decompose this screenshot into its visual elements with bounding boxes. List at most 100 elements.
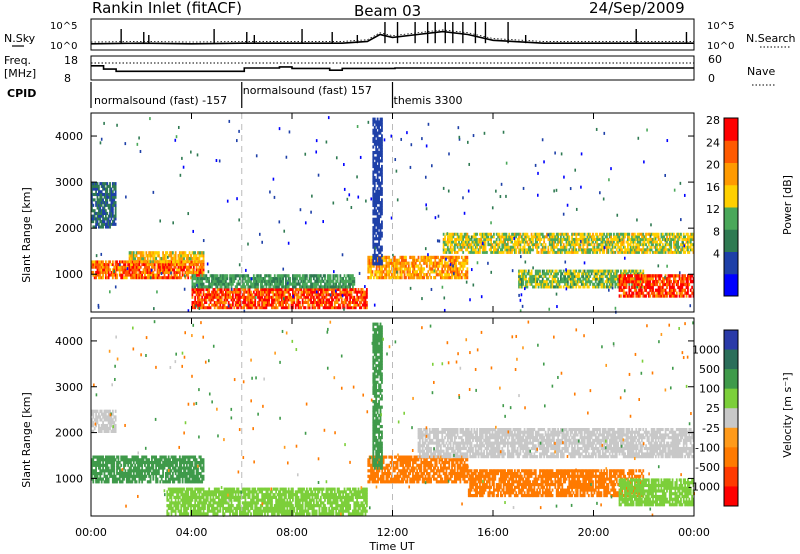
heat-cell	[687, 235, 689, 239]
heat-scatter	[300, 276, 302, 280]
heat-cell	[180, 276, 183, 280]
heat-cell	[582, 243, 585, 247]
heat-cell	[466, 240, 469, 244]
heat-cell	[329, 295, 332, 299]
heat-cell	[657, 250, 660, 254]
heat-cell	[315, 279, 318, 283]
heat-cell	[103, 220, 106, 224]
heat-cell	[96, 195, 99, 199]
heat-scatter	[495, 189, 497, 193]
heat-cell	[647, 237, 650, 241]
heat-cell	[201, 288, 204, 292]
heat-cell	[103, 211, 106, 216]
heat-cell	[515, 248, 518, 252]
heat-cell	[342, 282, 345, 286]
heat-cell	[349, 301, 352, 304]
heat-cell	[561, 272, 564, 276]
heat-cell	[393, 258, 396, 262]
heat-cell	[379, 117, 382, 121]
heat-cell	[399, 255, 402, 260]
heat-cell	[444, 240, 446, 244]
heat-cell	[472, 245, 474, 249]
heat-cell	[324, 276, 326, 281]
heat-cell	[331, 301, 333, 304]
heat-cell	[386, 264, 389, 268]
heat-cell	[225, 285, 227, 289]
heat-scatter	[198, 306, 201, 310]
heat-cell	[183, 256, 185, 261]
heat-cell	[166, 263, 169, 267]
heat-cell	[565, 243, 568, 247]
heat-cell	[379, 206, 382, 210]
heat-cell	[238, 282, 241, 286]
heat-cell	[599, 248, 601, 252]
heat-cell	[622, 274, 625, 278]
heat-cell	[110, 217, 113, 221]
heat-cell	[97, 273, 100, 277]
heat-cell	[610, 282, 613, 286]
heat-cell	[540, 248, 543, 252]
heat-scatter	[149, 276, 152, 280]
heat-cell	[310, 274, 312, 278]
heat-cell	[606, 280, 608, 284]
heat-cell	[639, 269, 642, 273]
heat-cell	[243, 282, 245, 286]
heat-scatter	[196, 153, 199, 157]
heat-cell	[247, 288, 250, 292]
heat-cell	[350, 274, 353, 278]
heat-cell	[247, 301, 250, 304]
heat-cell	[687, 285, 689, 290]
heat-cell	[505, 248, 508, 252]
heat-cell	[594, 277, 597, 281]
heat-cell	[379, 223, 382, 227]
heat-cell	[597, 245, 600, 249]
heat-cell	[264, 306, 266, 310]
heat-cell	[442, 243, 445, 247]
heat-cell	[668, 274, 671, 278]
heat-cell	[192, 270, 195, 274]
heat-cell	[312, 274, 315, 278]
heat-scatter	[424, 175, 427, 179]
heat-cell	[312, 295, 315, 299]
heat-cell	[442, 232, 445, 236]
heat-cell	[627, 237, 629, 241]
heat-cell	[502, 243, 505, 247]
heat-cell	[197, 273, 199, 277]
heat-cell	[685, 279, 688, 284]
heat-cell	[391, 273, 393, 277]
heat-cell	[339, 279, 342, 283]
heat-cell	[667, 282, 670, 287]
heat-scatter	[682, 241, 684, 245]
heat-cell	[321, 288, 324, 292]
heat-cell	[587, 285, 590, 289]
heat-cell	[420, 267, 423, 271]
heat-cell	[519, 274, 522, 278]
heat-cell	[586, 237, 589, 241]
heat-cell	[245, 298, 248, 302]
heat-cell	[562, 243, 565, 247]
heat-cell	[191, 274, 194, 278]
heat-cell	[349, 295, 352, 299]
heat-cell	[451, 235, 453, 239]
heat-cell	[659, 237, 661, 241]
heat-cell	[213, 282, 216, 286]
heat-cell	[372, 159, 375, 163]
heat-cell	[264, 288, 266, 292]
heat-cell	[452, 258, 455, 262]
heat-cell	[375, 134, 378, 138]
heat-cell	[610, 250, 613, 254]
heat-cell	[483, 235, 486, 239]
heat-cell	[352, 301, 354, 304]
heat-cell	[109, 190, 111, 194]
heat-cell	[315, 274, 318, 278]
heat-cell	[339, 285, 342, 289]
heat-cell	[520, 240, 523, 244]
heat-cell	[674, 245, 677, 249]
heat-cell	[225, 301, 227, 304]
heat-cell	[571, 274, 573, 278]
heat-cell	[566, 280, 569, 284]
heat-cell	[307, 301, 310, 304]
heat-cell	[412, 270, 414, 274]
heat-cell	[197, 276, 199, 281]
heat-cell	[95, 270, 97, 274]
